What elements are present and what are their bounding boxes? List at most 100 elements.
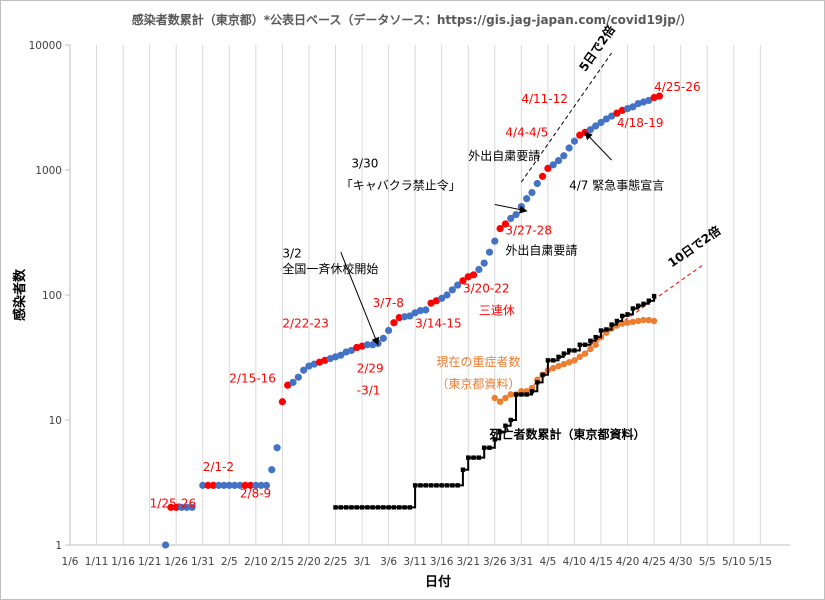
annotation: 現在の重症者数 bbox=[436, 354, 520, 369]
x-tick-label: 2/20 bbox=[297, 556, 321, 568]
case-point bbox=[273, 444, 281, 452]
annotation: 3/2 bbox=[282, 246, 301, 260]
case-point bbox=[390, 319, 398, 327]
case-point bbox=[528, 188, 536, 197]
deaths-point bbox=[609, 322, 614, 327]
severe-point bbox=[502, 394, 509, 402]
annotation: 3/27-28 bbox=[505, 223, 552, 237]
deaths-point bbox=[519, 392, 524, 397]
deaths-point bbox=[397, 505, 402, 510]
deaths-point bbox=[497, 429, 503, 435]
case-point bbox=[629, 103, 637, 111]
severe-point bbox=[619, 320, 626, 327]
case-point bbox=[454, 281, 462, 289]
case-point bbox=[538, 172, 547, 180]
case-point bbox=[459, 277, 467, 285]
severe-point bbox=[550, 364, 557, 372]
y-tick-label: 1 bbox=[55, 540, 62, 552]
x-axis-label: 日付 bbox=[425, 574, 451, 590]
deaths-point bbox=[540, 372, 545, 377]
case-point bbox=[300, 366, 308, 374]
deaths-point bbox=[561, 351, 567, 356]
y-tick-label: 100 bbox=[42, 290, 62, 302]
case-point bbox=[406, 312, 414, 320]
deaths-point bbox=[402, 505, 407, 510]
case-point bbox=[215, 481, 223, 489]
deaths-point bbox=[365, 505, 370, 510]
case-point bbox=[480, 259, 488, 267]
annotation: 3/30 bbox=[351, 156, 378, 170]
annotation: 「キャバクラ禁止令」 bbox=[341, 177, 461, 192]
case-point bbox=[501, 220, 510, 228]
deaths-point bbox=[635, 303, 641, 308]
case-point bbox=[422, 306, 430, 314]
deaths-point bbox=[651, 293, 657, 299]
severe-point bbox=[491, 394, 498, 402]
case-point bbox=[241, 481, 249, 489]
case-point bbox=[491, 237, 499, 245]
case-point bbox=[337, 351, 345, 359]
annotation: 4/18-19 bbox=[617, 116, 664, 130]
x-tick-label: 4/25 bbox=[642, 556, 666, 568]
x-tick-label: 4/20 bbox=[616, 556, 640, 568]
y-axis-label: 感染者数 bbox=[12, 268, 28, 321]
deaths-point bbox=[439, 483, 444, 488]
annotation: 4/11-12 bbox=[521, 92, 568, 106]
severe-point bbox=[496, 398, 504, 405]
deaths-point bbox=[450, 483, 455, 488]
annotation: 全国一斉休校開始 bbox=[282, 261, 378, 276]
x-tick-label: 1/21 bbox=[138, 556, 162, 568]
x-tick-label: 3/21 bbox=[456, 556, 480, 568]
annotation: 2/1-2 bbox=[203, 460, 234, 474]
x-tick-label: 4/5 bbox=[539, 556, 556, 568]
deaths-point bbox=[577, 342, 582, 347]
case-point bbox=[523, 195, 531, 203]
case-point bbox=[172, 503, 180, 511]
x-tick-label: 1/6 bbox=[62, 556, 79, 568]
x-tick-label: 2/25 bbox=[324, 556, 348, 568]
x-tick-label: 4/30 bbox=[669, 556, 693, 568]
severe-point bbox=[640, 316, 647, 324]
case-point bbox=[576, 131, 584, 139]
case-point bbox=[597, 118, 605, 127]
case-point bbox=[549, 161, 557, 169]
case-point bbox=[294, 373, 302, 381]
deaths-point bbox=[375, 505, 381, 510]
severe-point bbox=[507, 391, 514, 398]
deaths-point bbox=[471, 455, 476, 460]
case-point bbox=[236, 481, 244, 489]
case-point bbox=[199, 481, 207, 489]
annotation: 2/29 bbox=[357, 361, 384, 375]
chart-title: 感染者数累計（東京都）*公表日ベース（データソース：https://gis.ja… bbox=[132, 12, 693, 27]
x-tick-label: 1/11 bbox=[85, 556, 109, 568]
x-tick-label: 3/1 bbox=[354, 556, 371, 568]
x-tick-label: 5/5 bbox=[699, 556, 716, 568]
deaths-point bbox=[641, 301, 646, 307]
case-point bbox=[204, 481, 212, 489]
case-point bbox=[161, 541, 170, 549]
deaths-point bbox=[386, 505, 391, 510]
case-point bbox=[231, 481, 239, 489]
annotation: 3/7-8 bbox=[373, 296, 404, 310]
deaths-point bbox=[407, 505, 413, 510]
case-point bbox=[395, 313, 403, 322]
y-tick-label: 10 bbox=[49, 415, 62, 427]
deaths-point bbox=[604, 327, 609, 332]
deaths-point bbox=[551, 358, 556, 363]
case-point bbox=[554, 156, 563, 165]
case-point bbox=[262, 481, 271, 489]
deaths-point bbox=[338, 505, 344, 510]
deaths-point bbox=[381, 505, 386, 510]
deaths-point bbox=[582, 342, 588, 347]
severe-point bbox=[645, 316, 652, 324]
case-point bbox=[379, 334, 387, 342]
severe-point bbox=[565, 359, 573, 366]
annotation-arrow bbox=[494, 203, 528, 214]
case-point bbox=[257, 481, 265, 489]
annotation: 外出自粛要請 bbox=[505, 244, 577, 258]
annotation-arrow bbox=[340, 252, 380, 346]
deaths-point bbox=[572, 348, 577, 353]
case-point bbox=[385, 326, 393, 335]
deaths-point bbox=[487, 445, 492, 450]
